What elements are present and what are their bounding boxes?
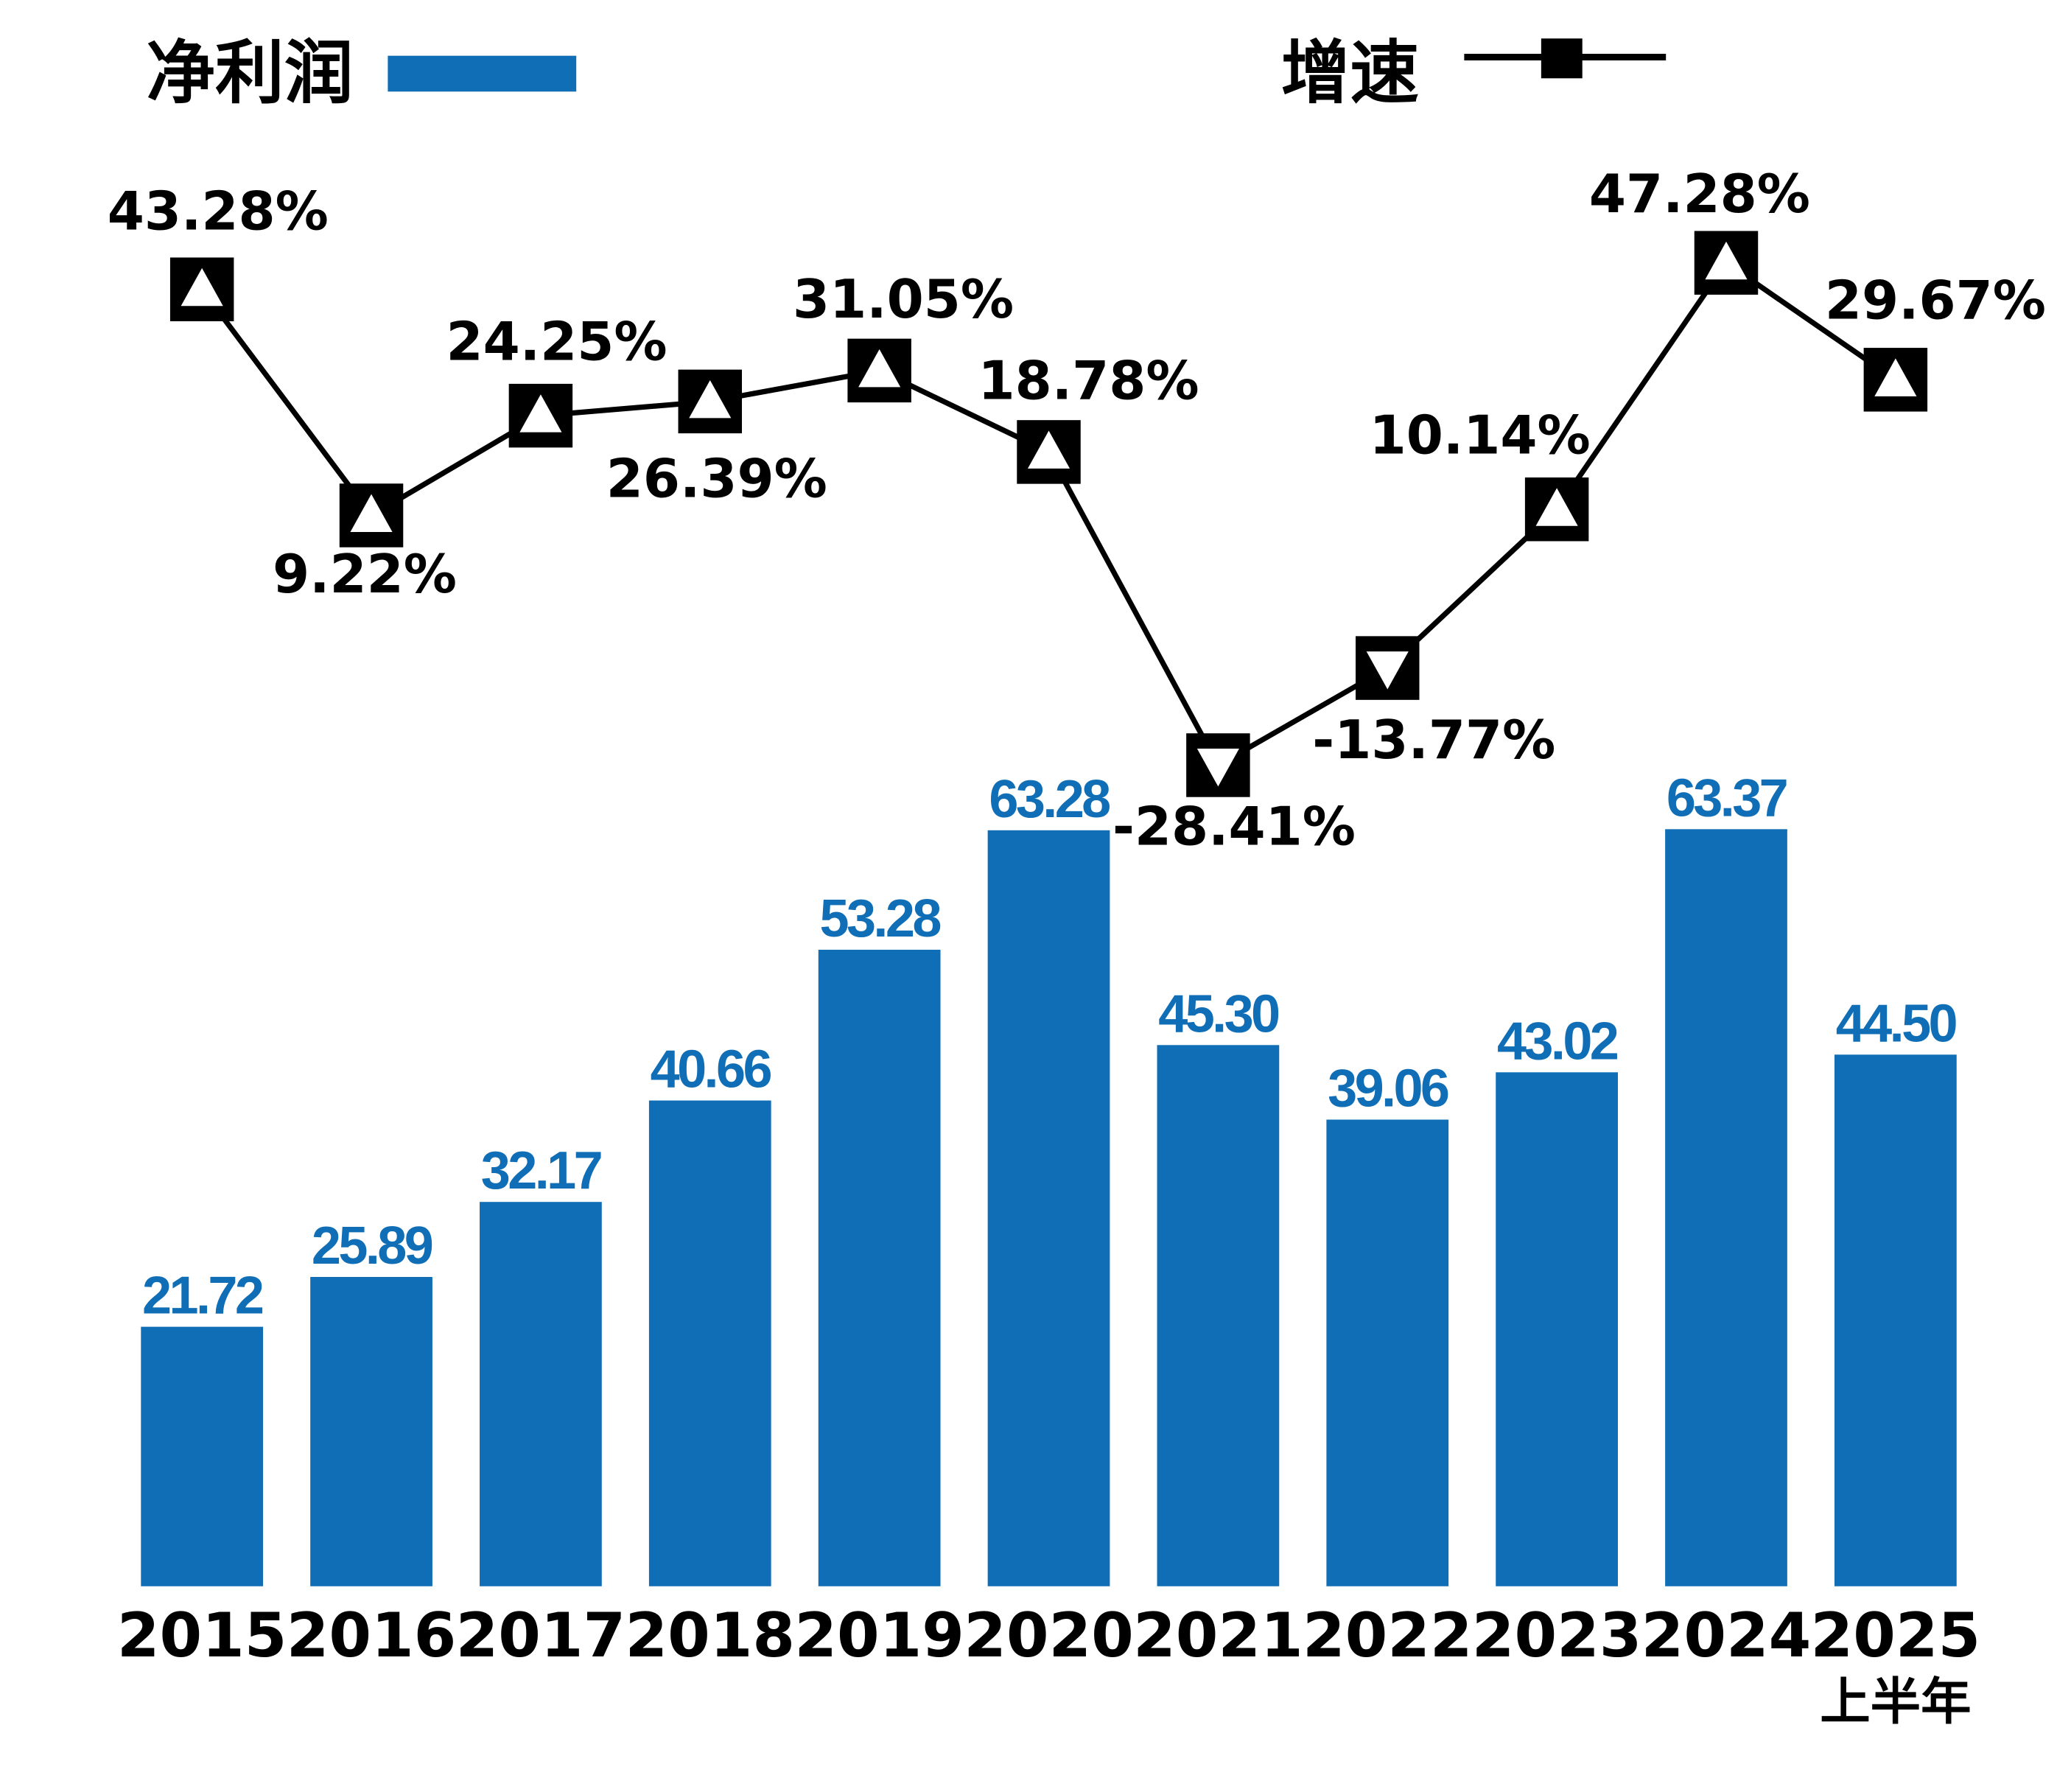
bar-2015	[141, 1326, 264, 1586]
legend-square-marker-icon	[1541, 38, 1583, 79]
triangle-up-icon	[350, 494, 393, 533]
bar-value-label-2022: 39.06	[1328, 1059, 1448, 1118]
bar-2025	[1834, 1054, 1957, 1586]
bar-series: 21.72 25.89 32.17 40.66 53.28 63.28 45.30 39.06…	[141, 769, 1959, 1586]
bar-value-label-2015: 21.72	[142, 1267, 263, 1326]
x-tick-label-2016: 2016	[287, 1600, 457, 1671]
x-tick-label-2021: 2021	[1133, 1600, 1303, 1671]
triangle-down-icon	[1196, 748, 1239, 787]
x-tick-sublabel-2025: 上半年	[1820, 1673, 1971, 1732]
bar-2017	[480, 1202, 602, 1586]
growth-value-label-2020: 18.78%	[978, 349, 1199, 411]
bar-value-label-2021: 45.30	[1158, 984, 1279, 1043]
growth-value-label-2018: 26.39%	[606, 448, 827, 510]
triangle-up-icon	[181, 267, 223, 307]
triangle-up-icon	[858, 349, 901, 388]
triangle-up-icon	[689, 379, 732, 419]
growth-value-label-2017: 24.25%	[446, 310, 667, 372]
triangle-up-icon	[1705, 241, 1748, 280]
legend: 净利润 增速	[147, 34, 1667, 114]
growth-value-label-2025: 29.67%	[1825, 269, 2046, 331]
bar-2016	[310, 1277, 432, 1586]
bar-2024	[1665, 829, 1787, 1586]
growth-value-label-2015: 43.28%	[108, 181, 329, 242]
bar-value-label-2018: 40.66	[651, 1040, 771, 1099]
triangle-up-icon	[519, 394, 562, 433]
bar-value-label-2017: 32.17	[481, 1141, 601, 1200]
bar-value-label-2019: 53.28	[820, 889, 941, 948]
x-axis-labels: 2015 2016 2017 2018 2019 2020 2021 2022 2023 2024…	[117, 1600, 1980, 1732]
legend-label-growth: 增速	[1281, 34, 1419, 114]
x-tick-label-2025: 2025	[1811, 1600, 1981, 1671]
growth-value-label-2019: 31.05%	[793, 268, 1014, 330]
x-tick-label-2019: 2019	[794, 1600, 964, 1671]
x-tick-label-2017: 2017	[456, 1600, 626, 1671]
bar-2019	[818, 949, 941, 1586]
bar-value-label-2023: 43.02	[1497, 1012, 1618, 1071]
growth-value-label-2024: 47.28%	[1589, 163, 1810, 225]
line-series: 43.28% 9.22% 24.25% 26.39% 31.05% 18.78% -28.4…	[108, 163, 2046, 857]
growth-value-label-2022: -13.77%	[1312, 709, 1555, 771]
triangle-up-icon	[1535, 488, 1578, 526]
bar-value-label-2020: 63.28	[989, 770, 1110, 829]
x-tick-label-2022: 2022	[1303, 1600, 1473, 1671]
x-tick-label-2020: 2020	[964, 1600, 1134, 1671]
bar-2021	[1157, 1045, 1280, 1586]
bar-value-label-2016: 25.89	[312, 1217, 432, 1275]
x-tick-label-2024: 2024	[1641, 1600, 1812, 1671]
triangle-up-icon	[1874, 358, 1917, 396]
x-tick-label-2018: 2018	[625, 1600, 795, 1671]
bar-2020	[987, 830, 1110, 1586]
growth-value-label-2016: 9.22%	[273, 543, 457, 605]
legend-swatch-bar	[388, 55, 577, 92]
x-tick-label-2015: 2015	[117, 1600, 287, 1671]
x-tick-label-2023: 2023	[1472, 1600, 1642, 1671]
triangle-up-icon	[1027, 430, 1070, 469]
growth-value-label-2021: -28.41%	[1112, 796, 1356, 858]
triangle-down-icon	[1366, 651, 1409, 690]
bar-value-label-2025: 44.50	[1836, 994, 1957, 1053]
bar-2022	[1326, 1119, 1449, 1586]
bar-2018	[648, 1100, 771, 1586]
bar-2023	[1496, 1072, 1618, 1586]
legend-label-net-profit: 净利润	[147, 34, 354, 114]
growth-value-label-2023: 10.14%	[1370, 405, 1591, 466]
bar-value-label-2024: 63.37	[1667, 769, 1787, 827]
